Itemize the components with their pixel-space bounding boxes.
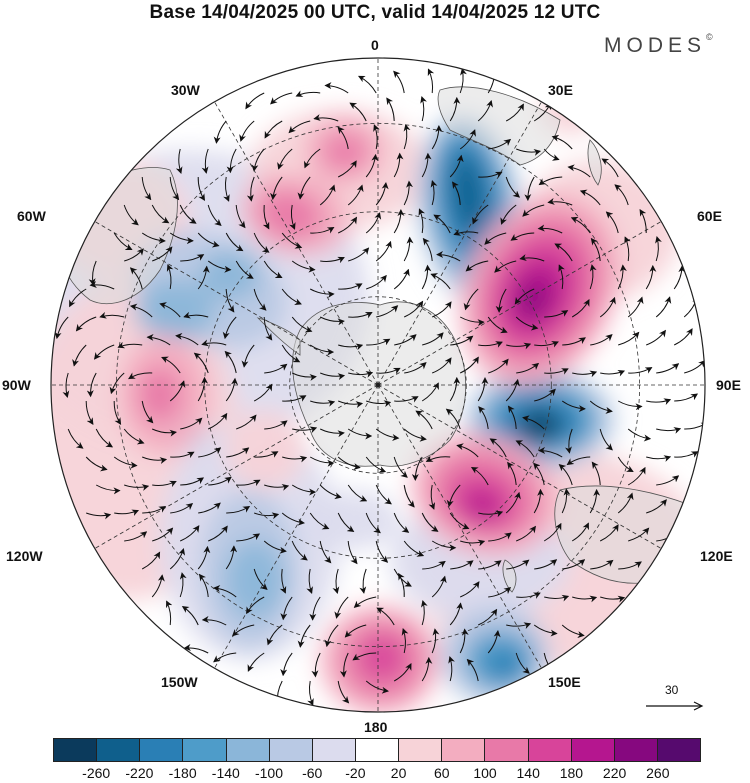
colorbar-swatch [657, 739, 701, 761]
colorbar-swatch [183, 739, 227, 761]
colorbar-tick-label: -260 [82, 765, 111, 781]
colorbar-swatch [571, 739, 615, 761]
colorbar-tick-label: -60 [302, 765, 323, 781]
colorbar-tick-label: -220 [125, 765, 154, 781]
colorbar-tick-label: 20 [390, 765, 407, 781]
reference-vector-label: 30 [665, 683, 679, 697]
reference-vector-arrow [646, 701, 704, 711]
lon-label-150w: 150W [161, 674, 198, 690]
colorbar-swatch [399, 739, 443, 761]
lon-label-30e: 30E [548, 82, 573, 98]
colorbar-tick-label: 220 [602, 765, 627, 781]
colorbar-tick-label: 180 [559, 765, 584, 781]
lon-label-0: 0 [371, 37, 379, 53]
south-pole-marker [375, 382, 381, 388]
wind-vectors [54, 68, 705, 706]
lon-label-180: 180 [364, 719, 388, 735]
colorbar-swatch [54, 739, 98, 761]
lon-label-120w: 120W [6, 548, 43, 564]
colorbar-swatch [614, 739, 658, 761]
colorbar [53, 738, 701, 762]
colorbar-tick-label: -180 [168, 765, 197, 781]
colorbar-swatch [355, 739, 400, 761]
lon-label-30w: 30W [171, 82, 200, 98]
lon-label-60w: 60W [17, 208, 46, 224]
colorbar-tick-label: 140 [516, 765, 540, 781]
lon-label-120e: 120E [700, 548, 733, 564]
colorbar-tick-label: -100 [254, 765, 284, 781]
map-border [50, 57, 706, 713]
colorbar-swatch [97, 739, 141, 761]
colorbar-swatch [312, 739, 356, 761]
colorbar-swatch [269, 739, 313, 761]
map-title: Base 14/04/2025 00 UTC, valid 14/04/2025… [149, 2, 601, 23]
brand-logo: MODES© [604, 32, 713, 58]
colorbar-tick-label: 260 [646, 765, 670, 781]
colorbar-swatch [485, 739, 529, 761]
colorbar-tick-label: -140 [211, 765, 240, 781]
lon-label-90w: 90W [2, 377, 31, 393]
colorbar-tick-label: 100 [473, 765, 497, 781]
map-disc [51, 58, 705, 712]
brand-name: MODES [604, 34, 707, 57]
lon-label-150e: 150E [548, 674, 581, 690]
colorbar-tick-label: -20 [345, 765, 366, 781]
colorbar-swatch [226, 739, 270, 761]
colorbar-tick-label: 60 [434, 765, 450, 781]
brand-copyright: © [706, 32, 713, 42]
colorbar-swatch [442, 739, 486, 761]
colorbar-swatch [140, 739, 184, 761]
lon-label-60e: 60E [697, 208, 722, 224]
lon-label-90e: 90E [716, 377, 741, 393]
colorbar-swatch [528, 739, 572, 761]
